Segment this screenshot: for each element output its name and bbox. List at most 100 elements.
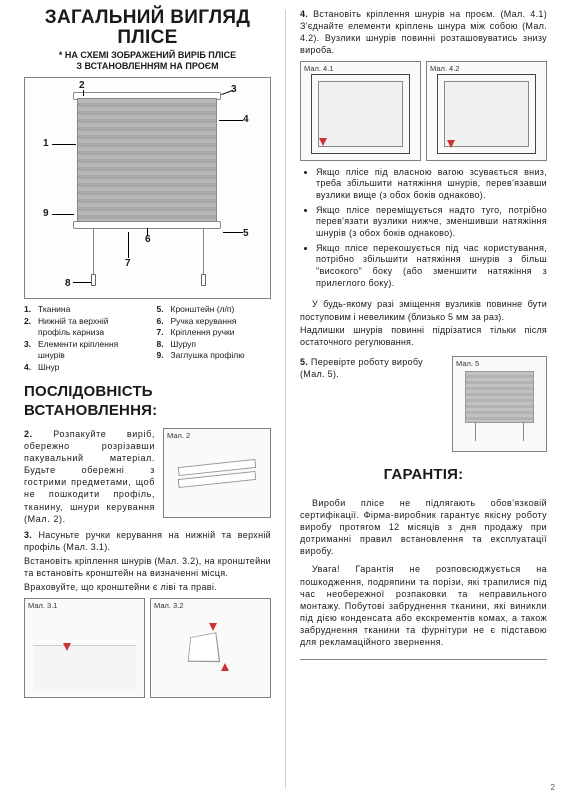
callout-4-line — [219, 120, 243, 121]
bullet-item: Якщо плісе під власною вагою зсувається … — [316, 167, 547, 202]
legend-item: 6.Ручка керування — [157, 316, 272, 327]
legend-num: 1. — [24, 304, 35, 315]
legend-col-left: 1.Тканина 2.Нижній та верхній профіль ка… — [24, 304, 139, 373]
note-p1: У будь-якому разі зміщення вузликів пови… — [300, 298, 547, 322]
legend-num: 5. — [157, 304, 168, 315]
step-2-num: 2. — [24, 429, 33, 439]
legend-col-right: 5.Кронштейн (л/п) 6.Ручка керування 7.Кр… — [157, 304, 272, 373]
left-column: ЗАГАЛЬНИЙ ВИГЛЯД ПЛІСЕ * НА СХЕМІ ЗОБРАЖ… — [24, 8, 271, 791]
legend-text: Шнур — [38, 362, 59, 373]
figure-4-2-label: Мал. 4.2 — [430, 64, 459, 73]
figure-3-1: Мал. 3.1 — [24, 598, 145, 698]
figure-3-1-label: Мал. 3.1 — [28, 601, 57, 610]
legend-item: 8.Шуруп — [157, 339, 272, 350]
main-title: ЗАГАЛЬНИЙ ВИГЛЯД ПЛІСЕ — [24, 8, 271, 48]
bullet-item: Якщо плісе переміщується надто туго, пот… — [316, 205, 547, 240]
note-p2: Надлишки шнурів повинні підрізатися тіль… — [300, 324, 547, 348]
diagram-handle-right — [201, 274, 206, 286]
footer-rule — [300, 659, 547, 660]
right-column: 4. Встановіть кріплення шнурів на проєм.… — [300, 8, 547, 791]
adjustment-bullets: Якщо плісе під власною вагою зсувається … — [300, 167, 547, 293]
fig32-arrow1 — [209, 623, 217, 631]
figure-3-2-label: Мал. 3.2 — [154, 601, 183, 610]
step-3-p3: Враховуйте, що кронштейни є ліві та прав… — [24, 581, 271, 593]
callout-7: 7 — [125, 258, 131, 271]
callout-2-line — [83, 90, 84, 96]
figure-4-2: Мал. 4.2 — [426, 61, 547, 161]
step-2-row: 2. Розпакуйте виріб, обережно розрізавши… — [24, 428, 271, 525]
callout-1: 1 — [43, 138, 49, 151]
figure-2-label: Мал. 2 — [167, 431, 190, 440]
page-root: ЗАГАЛЬНИЙ ВИГЛЯД ПЛІСЕ * НА СХЕМІ ЗОБРАЖ… — [0, 0, 565, 799]
step-4-text: Встановіть кріплення шнурів на проєм. (М… — [300, 9, 547, 55]
subtitle-line1: * НА СХЕМІ ЗОБРАЖЕНИЙ ВИРІБ ПЛІСЕ — [24, 50, 271, 61]
fig31-detail — [33, 645, 136, 691]
step-4-num: 4. — [300, 9, 308, 19]
callout-5: 5 — [243, 228, 249, 241]
fig31-arrow — [63, 643, 71, 651]
fig5-blind — [465, 371, 534, 423]
figure-4-1-label: Мал. 4.1 — [304, 64, 333, 73]
legend-text: Кронштейн (л/п) — [171, 304, 235, 315]
legend: 1.Тканина 2.Нижній та верхній профіль ка… — [24, 304, 271, 373]
step-5-text: Перевірте роботу виробу (Мал. 5). — [300, 357, 423, 379]
step-4: 4. Встановіть кріплення шнурів на проєм.… — [300, 8, 547, 57]
fig5-cord-r — [523, 423, 524, 441]
legend-num: 8. — [157, 339, 168, 350]
callout-6-line — [147, 228, 148, 236]
legend-text: Шуруп — [171, 339, 196, 350]
callout-4: 4 — [243, 114, 249, 127]
diagram-handle-left — [91, 274, 96, 286]
legend-text: Нижній та верхній профіль карниза — [38, 316, 139, 339]
diagram-fabric — [77, 98, 217, 222]
page-number: 2 — [551, 783, 555, 793]
overview-diagram: 1 2 3 4 5 6 7 8 9 — [24, 77, 271, 299]
figure-2: Мал. 2 — [163, 428, 271, 518]
bullet-item: Якщо плісе перекошується під час користу… — [316, 243, 547, 290]
warranty-p2: Увага! Гарантія не розповсюджується на п… — [300, 563, 547, 648]
subtitle-line2: З ВСТАНОВЛЕННЯМ НА ПРОЄМ — [24, 61, 271, 72]
step-3-p2: Встановіть кріплення шнурів (Мал. 3.2), … — [24, 555, 271, 579]
legend-num: 6. — [157, 316, 168, 327]
legend-num: 4. — [24, 362, 35, 373]
legend-item: 7.Кріплення ручки — [157, 327, 272, 338]
callout-9-line — [52, 214, 74, 215]
fig5-cord-l — [475, 423, 476, 441]
legend-item: 4.Шнур — [24, 362, 139, 373]
fig32-bracket — [187, 632, 219, 662]
warranty-body: Вироби плісе не підлягають обов'язковій … — [300, 497, 547, 655]
legend-text: Ручка керування — [171, 316, 237, 327]
callout-7-line — [128, 232, 129, 258]
legend-num: 2. — [24, 316, 35, 339]
callout-1-line — [52, 144, 76, 145]
figure-5: Мал. 5 — [452, 356, 547, 452]
legend-text: Заглушка профілю — [171, 350, 245, 361]
diagram-cord-left — [93, 229, 94, 277]
step-3-p1: Насуньте ручки керування на нижній та ве… — [24, 530, 271, 552]
legend-item: 2.Нижній та верхній профіль карниза — [24, 316, 139, 339]
legend-num: 3. — [24, 339, 35, 362]
warranty-title: ГАРАНТІЯ: — [300, 466, 547, 485]
step-3-figures: Мал. 3.1 Мал. 3.2 — [24, 598, 271, 698]
figure-5-label: Мал. 5 — [456, 359, 479, 368]
figure-4-1: Мал. 4.1 — [300, 61, 421, 161]
step-3: 3. Насуньте ручки керування на нижній та… — [24, 529, 271, 594]
subtitle: * НА СХЕМІ ЗОБРАЖЕНИЙ ВИРІБ ПЛІСЕ З ВСТА… — [24, 50, 271, 72]
diagram-cord-right — [203, 229, 204, 277]
legend-item: 9.Заглушка профілю — [157, 350, 272, 361]
sequence-title: ПОСЛІДОВНІСТЬ ВСТАНОВЛЕННЯ: — [24, 383, 271, 421]
legend-item: 3.Елементи кріплення шнурів — [24, 339, 139, 362]
step-5-row: 5. Перевірте роботу виробу (Мал. 5). Мал… — [300, 356, 547, 452]
step-5-text-wrap: 5. Перевірте роботу виробу (Мал. 5). — [300, 356, 446, 380]
step-2-body: Розпакуйте виріб, обережно розрізавши па… — [24, 429, 155, 524]
fig42-arrow — [447, 140, 455, 148]
callout-8-line — [73, 282, 91, 283]
figure-3-2: Мал. 3.2 — [150, 598, 271, 698]
legend-text: Тканина — [38, 304, 70, 315]
legend-text: Елементи кріплення шнурів — [38, 339, 139, 362]
warranty-p1: Вироби плісе не підлягають обов'язковій … — [300, 497, 547, 558]
callout-5-line — [223, 232, 243, 233]
column-divider — [285, 10, 286, 789]
fig41-arrow — [319, 138, 327, 146]
legend-item: 1.Тканина — [24, 304, 139, 315]
